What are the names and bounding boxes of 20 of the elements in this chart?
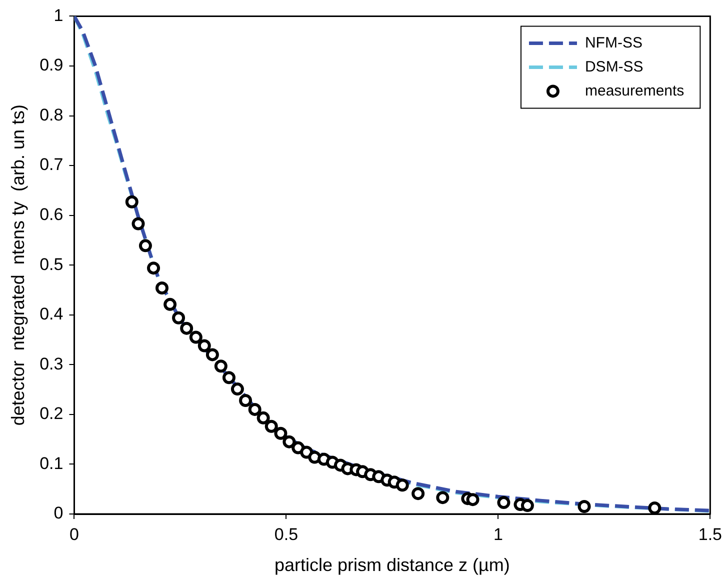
- x-axis-title: particle prism distance z (µm): [274, 555, 510, 576]
- x-tick-label: 0: [70, 524, 79, 544]
- x-tick-label: 0.5: [274, 524, 298, 544]
- x-tick-label: 1.5: [698, 524, 722, 544]
- legend-label: NFM-SS: [584, 34, 642, 52]
- y-tick-label: 0.8: [40, 105, 64, 124]
- y-tick-label: 0.3: [40, 354, 64, 374]
- legend-label: DSM-SS: [584, 58, 644, 76]
- y-tick-label: 1: [54, 6, 64, 25]
- y-tick-label: 0.7: [40, 155, 64, 174]
- y-tick-label: 0.1: [40, 454, 64, 473]
- x-tick-label: 1: [493, 524, 503, 544]
- y-tick-label: 0.4: [40, 304, 64, 324]
- y-axis-title: detector ntegrated ntens ty (arb. un ts): [8, 104, 28, 426]
- y-tick-label: 0.5: [40, 254, 64, 274]
- y-tick-label: 0: [54, 504, 64, 523]
- y-tick-label: 0.9: [40, 56, 64, 75]
- y-tick-label: 0.2: [40, 404, 64, 424]
- legend-label: measurements: [584, 82, 684, 100]
- y-tick-label: 0.6: [40, 205, 64, 224]
